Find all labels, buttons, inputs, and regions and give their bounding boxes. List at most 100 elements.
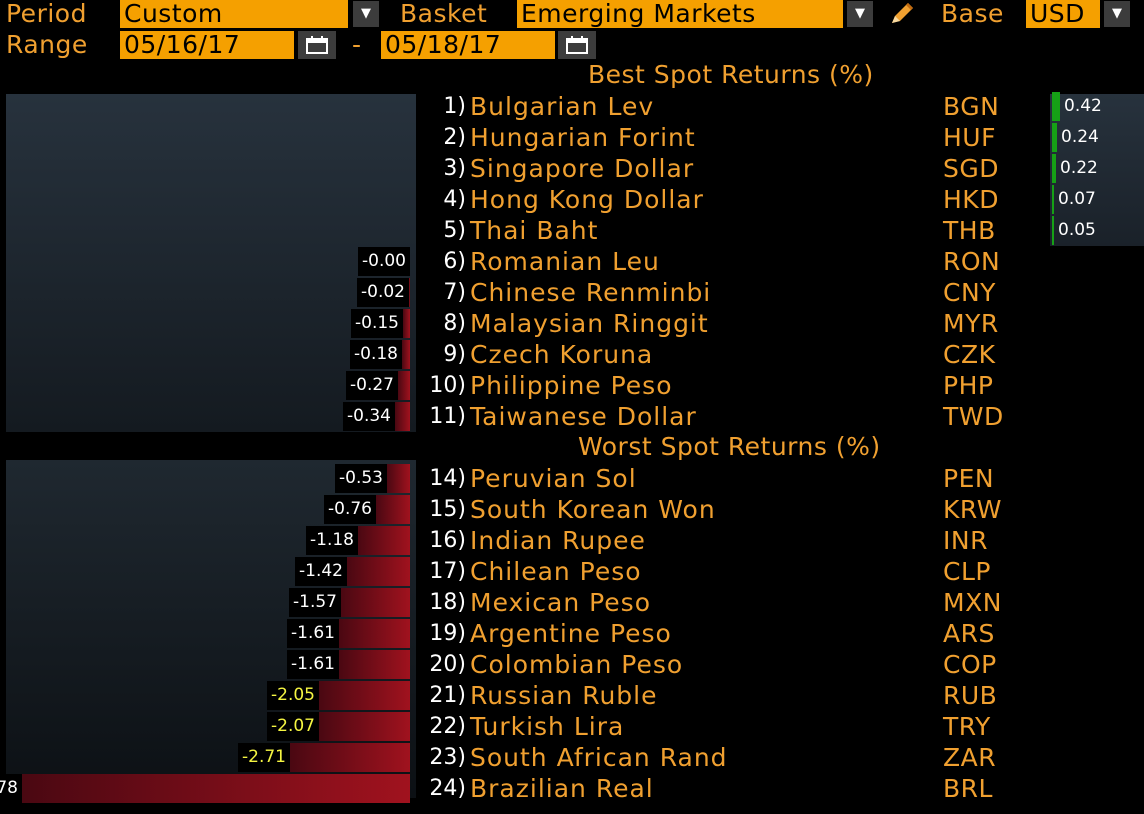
basket-dropdown-button[interactable]: ▼ bbox=[847, 1, 873, 27]
currency-row[interactable]: 19) Argentine Peso ARS -1.61 bbox=[0, 618, 1144, 649]
currency-name[interactable]: Indian Rupee bbox=[470, 526, 646, 555]
row-rank: 17) bbox=[429, 559, 466, 584]
positive-bar-area bbox=[1050, 94, 1144, 246]
currency-code[interactable]: PHP bbox=[943, 371, 994, 400]
currency-name[interactable]: South African Rand bbox=[470, 743, 728, 772]
currency-name[interactable]: Russian Ruble bbox=[470, 681, 658, 710]
currency-name[interactable]: Philippine Peso bbox=[470, 371, 673, 400]
currency-name[interactable]: Argentine Peso bbox=[470, 619, 672, 648]
currency-code[interactable]: INR bbox=[943, 526, 988, 555]
negative-return-bar bbox=[22, 774, 410, 803]
currency-row[interactable]: 2) Hungarian Forint HUF 0.24 bbox=[0, 122, 1144, 153]
return-value: 0.07 bbox=[1058, 189, 1096, 209]
currency-name[interactable]: Taiwanese Dollar bbox=[470, 402, 697, 431]
return-value: -2.05 bbox=[267, 681, 319, 710]
period-select[interactable]: Custom bbox=[120, 0, 348, 28]
currency-code[interactable]: MYR bbox=[943, 309, 999, 338]
currency-code[interactable]: ZAR bbox=[943, 743, 997, 772]
currency-row[interactable]: 17) Chilean Peso CLP -1.42 bbox=[0, 556, 1144, 587]
currency-row[interactable]: 3) Singapore Dollar SGD 0.22 bbox=[0, 153, 1144, 184]
currency-code[interactable]: MXN bbox=[943, 588, 1002, 617]
currency-code[interactable]: CNY bbox=[943, 278, 996, 307]
range-end-calendar-button[interactable] bbox=[558, 31, 596, 59]
currency-code[interactable]: RUB bbox=[943, 681, 998, 710]
currency-row[interactable]: 21) Russian Ruble RUB -2.05 bbox=[0, 680, 1144, 711]
currency-code[interactable]: BGN bbox=[943, 92, 1000, 121]
currency-row[interactable]: 18) Mexican Peso MXN -1.57 bbox=[0, 587, 1144, 618]
currency-code[interactable]: BRL bbox=[943, 774, 993, 803]
currency-code[interactable]: HKD bbox=[943, 185, 999, 214]
currency-name[interactable]: Romanian Leu bbox=[470, 247, 660, 276]
currency-row[interactable]: 15) South Korean Won KRW -0.76 bbox=[0, 494, 1144, 525]
period-label: Period bbox=[6, 0, 87, 28]
currency-name[interactable]: South Korean Won bbox=[470, 495, 716, 524]
return-value: -1.61 bbox=[287, 619, 339, 648]
currency-row[interactable]: 6) Romanian Leu RON -0.00 bbox=[0, 246, 1144, 277]
currency-name[interactable]: Hungarian Forint bbox=[470, 123, 696, 152]
row-rank: 21) bbox=[429, 683, 466, 708]
base-dropdown-button[interactable]: ▼ bbox=[1104, 1, 1130, 27]
currency-code[interactable]: HUF bbox=[943, 123, 996, 152]
currency-name[interactable]: Peruvian Sol bbox=[470, 464, 637, 493]
currency-row[interactable]: 20) Colombian Peso COP -1.61 bbox=[0, 649, 1144, 680]
base-currency-select[interactable]: USD bbox=[1026, 0, 1100, 28]
pencil-icon[interactable] bbox=[886, 1, 916, 31]
currency-name[interactable]: Turkish Lira bbox=[470, 712, 625, 741]
row-rank: 18) bbox=[429, 590, 466, 615]
currency-code[interactable]: TWD bbox=[943, 402, 1004, 431]
return-value: -0.15 bbox=[351, 309, 403, 338]
currency-name[interactable]: Singapore Dollar bbox=[470, 154, 695, 183]
return-value: -0.76 bbox=[324, 495, 376, 524]
base-label: Base bbox=[941, 0, 1004, 28]
currency-name[interactable]: Malaysian Ringgit bbox=[470, 309, 709, 338]
currency-name[interactable]: Brazilian Real bbox=[470, 774, 654, 803]
basket-select[interactable]: Emerging Markets bbox=[517, 0, 843, 28]
currency-code[interactable]: ARS bbox=[943, 619, 995, 648]
currency-code[interactable]: SGD bbox=[943, 154, 999, 183]
currency-code[interactable]: COP bbox=[943, 650, 997, 679]
currency-code[interactable]: PEN bbox=[943, 464, 995, 493]
range-end-input[interactable]: 05/18/17 bbox=[381, 31, 555, 59]
currency-row[interactable]: 23) South African Rand ZAR -2.71 bbox=[0, 742, 1144, 773]
negative-return-bar bbox=[395, 402, 410, 431]
currency-row[interactable]: 10) Philippine Peso PHP -0.27 bbox=[0, 370, 1144, 401]
currency-row[interactable]: 7) Chinese Renminbi CNY -0.02 bbox=[0, 277, 1144, 308]
currency-code[interactable]: CLP bbox=[943, 557, 991, 586]
currency-code[interactable]: CZK bbox=[943, 340, 996, 369]
row-rank: 6) bbox=[443, 249, 466, 274]
currency-name[interactable]: Czech Koruna bbox=[470, 340, 654, 369]
currency-name[interactable]: Mexican Peso bbox=[470, 588, 651, 617]
range-start-calendar-button[interactable] bbox=[298, 31, 336, 59]
range-label: Range bbox=[6, 30, 88, 59]
currency-row[interactable]: 11) Taiwanese Dollar TWD -0.34 bbox=[0, 401, 1144, 432]
best-returns-title: Best Spot Returns (%) bbox=[588, 60, 874, 89]
return-value: -0.53 bbox=[335, 464, 387, 493]
currency-code[interactable]: RON bbox=[943, 247, 1001, 276]
currency-code[interactable]: THB bbox=[943, 216, 996, 245]
currency-row[interactable]: 4) Hong Kong Dollar HKD 0.07 bbox=[0, 184, 1144, 215]
period-dropdown-button[interactable]: ▼ bbox=[353, 1, 379, 27]
row-rank: 5) bbox=[443, 218, 466, 243]
currency-name[interactable]: Thai Baht bbox=[470, 216, 599, 245]
currency-row[interactable]: 16) Indian Rupee INR -1.18 bbox=[0, 525, 1144, 556]
currency-code[interactable]: KRW bbox=[943, 495, 1002, 524]
worst-returns-title: Worst Spot Returns (%) bbox=[578, 432, 881, 461]
currency-row[interactable]: 24)Brazilian Real BRL -8.78 bbox=[0, 773, 1144, 804]
row-rank: 3) bbox=[443, 156, 466, 181]
currency-name[interactable]: Hong Kong Dollar bbox=[470, 185, 704, 214]
currency-row[interactable]: 5) Thai Baht THB 0.05 bbox=[0, 215, 1144, 246]
currency-row[interactable]: 22) Turkish Lira TRY -2.07 bbox=[0, 711, 1144, 742]
basket-label: Basket bbox=[400, 0, 488, 28]
currency-name[interactable]: Bulgarian Lev bbox=[470, 92, 655, 121]
currency-row[interactable]: 8) Malaysian Ringgit MYR -0.15 bbox=[0, 308, 1144, 339]
currency-row[interactable]: 9) Czech Koruna CZK -0.18 bbox=[0, 339, 1144, 370]
currency-row[interactable]: 1) Bulgarian Lev BGN 0.42 bbox=[0, 91, 1144, 122]
return-value: -0.18 bbox=[350, 340, 402, 369]
currency-row[interactable]: 14) Peruvian Sol PEN -0.53 bbox=[0, 463, 1144, 494]
currency-name[interactable]: Chinese Renminbi bbox=[470, 278, 712, 307]
currency-code[interactable]: TRY bbox=[943, 712, 991, 741]
currency-name[interactable]: Chilean Peso bbox=[470, 557, 642, 586]
currency-name[interactable]: Colombian Peso bbox=[470, 650, 684, 679]
row-rank: 10) bbox=[429, 373, 466, 398]
range-start-input[interactable]: 05/16/17 bbox=[120, 31, 294, 59]
